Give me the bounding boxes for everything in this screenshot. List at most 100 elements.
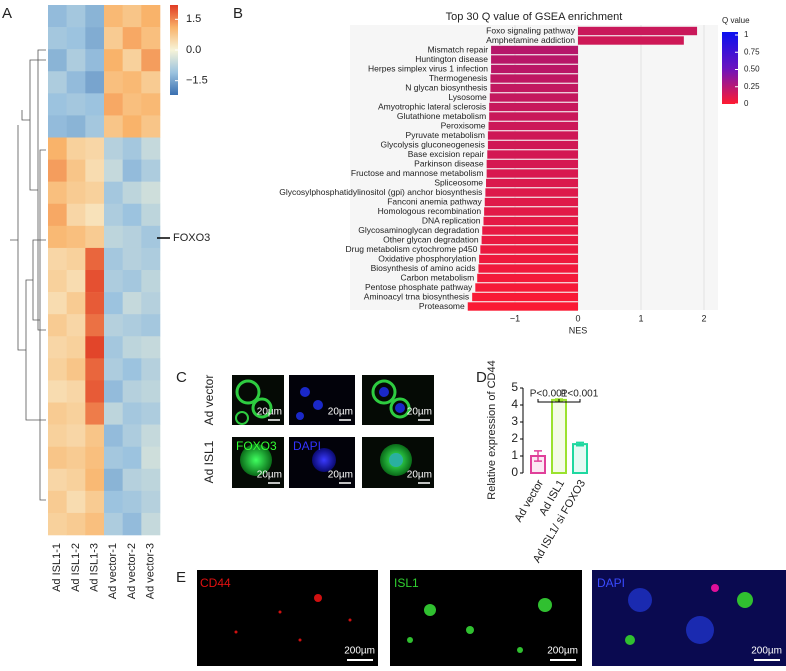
bar [475,283,578,292]
category-label: Base excision repair [408,149,485,159]
heatmap-cell [48,93,67,116]
heatmap-cell [141,424,161,447]
bar [486,178,578,188]
heatmap-cell [66,5,86,28]
heatmap-cell [141,203,161,227]
heatmap-cell [66,490,86,514]
bar [480,245,578,254]
bar [481,235,578,245]
x-tick-label: 0 [575,313,580,323]
y-axis-label: Relative expression of CD44 [486,360,498,499]
panel-label: D [476,369,487,386]
heatmap-cell [141,27,161,50]
bar [578,36,684,45]
heatmap-cell [85,270,105,293]
category-label: Lysosome [448,92,487,102]
scale-bar-label: 200µm [751,646,782,657]
x-axis-label: NES [569,325,588,335]
row-label: Ad vector [202,375,216,426]
y-tick-label: 4 [511,397,518,411]
heatmap-cell [48,27,67,50]
heatmap-cell [104,49,123,72]
micrographs-e [197,570,786,666]
heatmap-cell [141,270,161,293]
bracket [558,399,581,403]
category-label: Amphetamine addiction [486,35,575,45]
heatmap-cell [104,93,123,116]
heatmap-cell [48,159,67,182]
scale-bar-label: 20µm [328,470,353,481]
heatmap-cell [122,292,142,315]
heatmap-cell [122,358,142,381]
heatmap-cell [48,115,67,138]
heatmap-cell [85,292,105,315]
category-label: Glycosaminoglycan degradation [358,225,479,235]
y-tick-label: 2 [511,431,518,445]
heatmap-cell [48,336,67,359]
heatmap-cell [141,490,161,514]
color-bar [170,5,178,95]
heatmap-cell [66,402,86,425]
panel-label: C [176,369,187,386]
bar [491,45,578,55]
heatmap-cell [104,424,123,447]
scale-bar-label: 20µm [257,470,282,481]
bar [487,140,578,150]
category-label: N glycan biosynthesis [405,82,487,92]
bar [486,169,578,178]
heatmap-cell [122,270,142,293]
bar [477,273,578,283]
bar [489,93,578,102]
bar [485,188,578,197]
category-label: Other glycan degradation [383,234,479,244]
heatmap-cell [141,93,161,116]
heatmap-cell [104,270,123,293]
heatmap-cell [66,203,86,227]
category-label: Oxidative phosphorylation [378,253,476,263]
heatmap-cell [141,468,161,492]
legend-tick-label: 0.25 [744,82,760,91]
heatmap-cell [48,380,67,403]
heatmap-cell [85,490,105,514]
bar [489,112,578,121]
heatmap-cell [122,27,142,50]
heatmap-cell [66,314,86,337]
heatmap-cell [48,137,67,160]
heatmap-cell [66,468,86,492]
chart-title: Top 30 Q value of GSEA enrichment [446,11,623,23]
category-label: Fructose and mannose metabolism [351,168,484,178]
color-tick-label: −1.5 [186,75,208,87]
category-label: Pentose phosphate pathway [365,282,473,292]
annotation: P<0.001 [561,389,599,400]
heatmap-cell [48,247,67,271]
category-label: Glycosylphosphatidylinositol (gpi) ancho… [279,187,482,197]
channel-label: CD44 [200,576,231,590]
heatmap-cell [48,49,67,72]
column-label: Ad vector-1 [107,543,119,599]
heatmap-cell [48,468,67,492]
scale-bar-label: 200µm [547,646,578,657]
heatmap-cell [66,336,86,359]
heatmap-cell [85,115,105,138]
legend-tick-label: 0.50 [744,65,760,74]
heatmap-cell [104,203,123,227]
bar [472,292,578,302]
heatmap-cell [66,292,86,315]
heatmap-cell [66,358,86,381]
heatmap-cell [48,71,67,94]
legend-title: Q value [722,16,750,25]
category-label: Huntington disease [415,54,488,64]
x-tick-label: Ad vector [512,478,546,525]
heatmap-cell [85,247,105,271]
heatmap-cell [141,512,161,536]
heatmap-cell [122,314,142,337]
category-label: Proteasome [419,301,465,311]
heatmap-cell [104,292,123,315]
legend-tick-label: 0.75 [744,47,760,56]
heatmap-cell [104,5,123,28]
color-tick-label: 0.0 [186,44,201,56]
error-bar [534,450,542,462]
heatmap-cell [141,181,161,205]
bar [487,131,578,140]
